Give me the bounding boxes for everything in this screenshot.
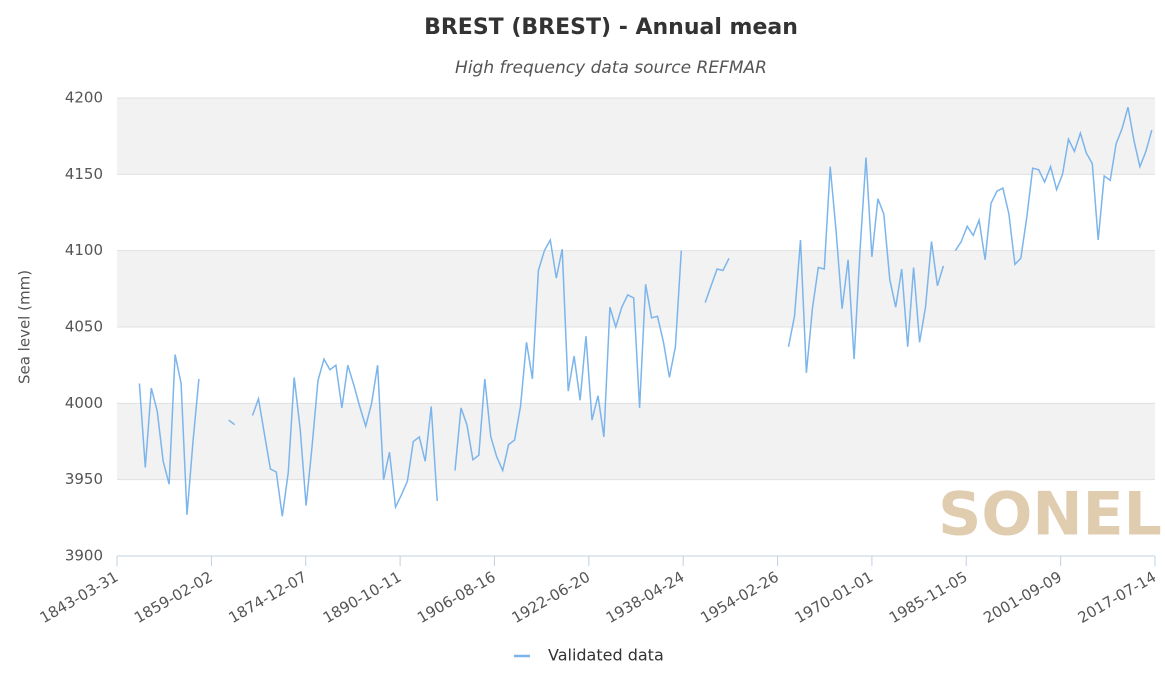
x-tick-label: 1938-04-24 <box>603 568 688 627</box>
x-tick-label: 2001-09-09 <box>980 568 1065 627</box>
x-tick-label: 1985-11-05 <box>886 568 971 627</box>
y-tick-label: 4000 <box>65 394 103 412</box>
chart-subtitle: High frequency data source REFMAR <box>455 58 767 78</box>
x-tick-label: 2017-07-14 <box>1075 568 1160 627</box>
plot-band <box>117 98 1155 175</box>
watermark: SONEL <box>938 480 1162 550</box>
x-tick-label: 1874-12-07 <box>225 568 310 627</box>
chart-title: BREST (BREST) - Annual mean <box>424 15 798 40</box>
y-tick-label: 4100 <box>65 241 103 259</box>
x-tick-label: 1954-02-26 <box>697 568 782 627</box>
x-tick-label: 1843-03-31 <box>37 568 122 627</box>
plot-band <box>117 250 1155 327</box>
x-tick-label: 1922-06-20 <box>509 568 594 627</box>
data-line <box>138 106 1153 517</box>
y-tick-label: 4050 <box>65 318 103 336</box>
legend-label: Validated data <box>548 646 664 665</box>
y-tick-label: 4150 <box>65 165 103 183</box>
y-tick-label: 3950 <box>65 470 103 488</box>
y-tick-label: 4200 <box>65 89 103 107</box>
y-tick-label: 3900 <box>65 547 103 565</box>
x-tick-label: 1906-08-16 <box>414 568 499 627</box>
y-axis-label: Sea level (mm) <box>16 270 34 384</box>
x-tick-label: 1890-10-11 <box>320 568 405 627</box>
x-tick-label: 1859-02-02 <box>131 568 216 627</box>
x-tick-label: 1970-01-01 <box>792 568 877 627</box>
plot-band <box>117 403 1155 480</box>
